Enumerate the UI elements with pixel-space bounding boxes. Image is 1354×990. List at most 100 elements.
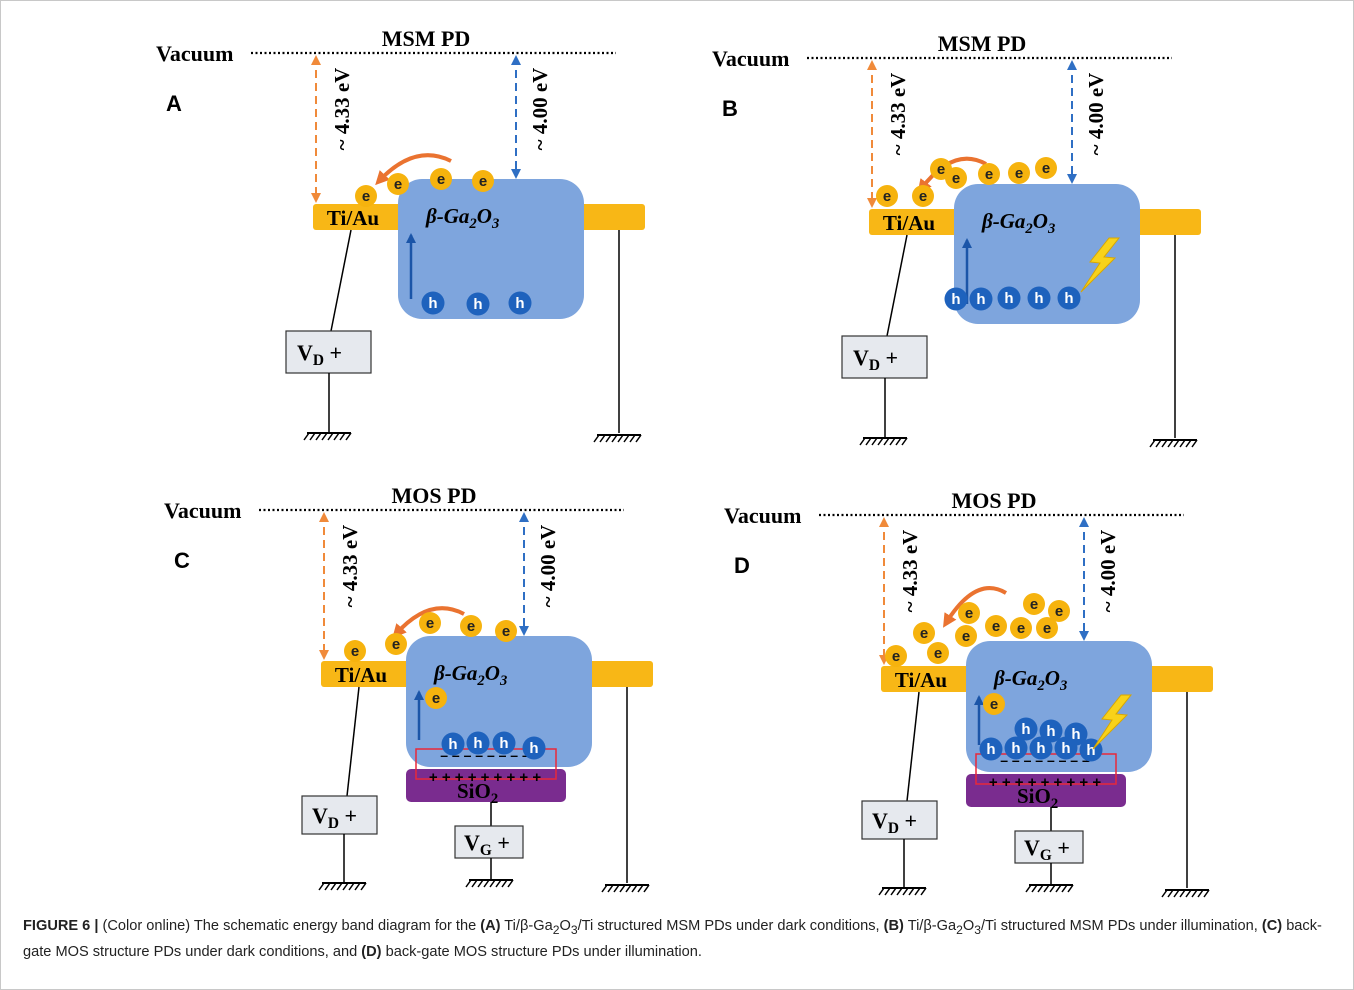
vacuum-label: Vacuum bbox=[164, 498, 241, 523]
electron-label: e bbox=[502, 623, 510, 640]
ground-hatch bbox=[304, 433, 309, 440]
hole-label: h bbox=[1061, 740, 1070, 757]
energy-label: ~ 4.00 eV bbox=[1096, 530, 1120, 613]
electron-label: e bbox=[992, 618, 1000, 635]
hole-label: h bbox=[529, 740, 538, 757]
text-part: β-Ga bbox=[425, 204, 469, 228]
ground-hatch bbox=[322, 433, 327, 440]
caption-text: Ti/β-Ga bbox=[501, 918, 553, 934]
ground-hatch bbox=[878, 438, 883, 445]
panel-title: MSM PD bbox=[382, 26, 471, 51]
subscript: 3 bbox=[491, 216, 499, 232]
ground-hatch bbox=[1150, 440, 1155, 447]
text-part: + bbox=[1052, 835, 1070, 860]
subscript: D bbox=[313, 352, 324, 369]
electron-label: e bbox=[985, 166, 993, 183]
ground-hatch bbox=[1192, 440, 1197, 447]
electron-label: e bbox=[467, 618, 475, 635]
ground-hatch bbox=[1180, 890, 1185, 897]
text-part: O bbox=[485, 661, 500, 685]
ground-hatch bbox=[632, 885, 637, 892]
ground-hatch bbox=[903, 888, 908, 895]
ground-hatch bbox=[915, 888, 920, 895]
caption-text: 3 bbox=[571, 923, 578, 937]
panel-letter: A bbox=[166, 91, 182, 116]
text-part: β-Ga bbox=[993, 666, 1037, 690]
ground-hatch bbox=[1204, 890, 1209, 897]
subscript: 3 bbox=[499, 673, 507, 689]
ground-hatch bbox=[466, 880, 471, 887]
ground-hatch bbox=[638, 885, 643, 892]
ground-hatch bbox=[626, 885, 631, 892]
ground-hatch bbox=[909, 888, 914, 895]
hole-label: h bbox=[1011, 740, 1020, 757]
hole-label: h bbox=[428, 295, 437, 312]
wire bbox=[907, 692, 919, 801]
ground-hatch bbox=[1168, 890, 1173, 897]
text-part: V bbox=[312, 803, 328, 828]
panel-letter: C bbox=[174, 548, 190, 573]
caption-text: /Ti structured MSM PDs under dark condit… bbox=[578, 918, 884, 934]
wire bbox=[887, 235, 907, 336]
ground-hatch bbox=[897, 888, 902, 895]
text-part: V bbox=[872, 808, 888, 833]
ground-hatch bbox=[355, 883, 360, 890]
caption-text: O bbox=[963, 918, 974, 934]
subscript: D bbox=[888, 820, 899, 837]
subscript: 2 bbox=[476, 673, 484, 689]
ground-hatch bbox=[1068, 885, 1073, 892]
ground-hatch bbox=[885, 888, 890, 895]
hole-label: h bbox=[976, 291, 985, 308]
caption-text: (Color online) The schematic energy band… bbox=[98, 918, 480, 934]
hole-label: h bbox=[1034, 290, 1043, 307]
energy-label: ~ 4.33 eV bbox=[886, 73, 910, 156]
ground-hatch bbox=[496, 880, 501, 887]
panel-letter: D bbox=[734, 553, 750, 578]
text-part: + bbox=[324, 340, 342, 365]
subscript: 3 bbox=[1047, 221, 1055, 237]
electron-label: e bbox=[426, 615, 434, 632]
caption: FIGURE 6 | (Color online) The schematic … bbox=[23, 915, 1323, 963]
hole-label: h bbox=[448, 736, 457, 753]
ground-hatch bbox=[1062, 885, 1067, 892]
ground-hatch bbox=[472, 880, 477, 887]
caption-text: back-gate MOS structure PDs under illumi… bbox=[382, 944, 702, 960]
energy-label: ~ 4.00 eV bbox=[1084, 73, 1108, 156]
ground-hatch bbox=[600, 435, 605, 442]
ground-hatch bbox=[325, 883, 330, 890]
positive-charges: + + + + + + + + + bbox=[989, 774, 1101, 791]
wire bbox=[331, 230, 351, 331]
electron-label: e bbox=[479, 173, 487, 190]
ground-hatch bbox=[1032, 885, 1037, 892]
ground-hatch bbox=[1162, 890, 1167, 897]
ground-hatch bbox=[896, 438, 901, 445]
text-part: O bbox=[477, 204, 492, 228]
hole-label: h bbox=[1036, 740, 1045, 757]
subscript: 2 bbox=[1036, 678, 1044, 694]
text-part: + bbox=[339, 803, 357, 828]
electron-label: e bbox=[1015, 165, 1023, 182]
subscript: G bbox=[1040, 847, 1052, 864]
hole-label: h bbox=[1046, 723, 1055, 740]
panel: VacuumMOS PDD~ 4.33 eV~ 4.00 eVTi/Auβ-Ga… bbox=[724, 488, 1213, 897]
electron-label: e bbox=[351, 643, 359, 660]
ground-hatch bbox=[866, 438, 871, 445]
electron-label: e bbox=[432, 690, 440, 707]
ground-hatch bbox=[644, 885, 649, 892]
panel-title: MOS PD bbox=[952, 488, 1037, 513]
energy-label: ~ 4.33 eV bbox=[338, 525, 362, 608]
panel-title: MOS PD bbox=[392, 483, 477, 508]
caption-text: (B) bbox=[884, 918, 904, 934]
ground-hatch bbox=[1180, 440, 1185, 447]
text-part: V bbox=[464, 830, 480, 855]
ground-hatch bbox=[1198, 890, 1203, 897]
ground-hatch bbox=[331, 883, 336, 890]
ground-hatch bbox=[1156, 440, 1161, 447]
ground-hatch bbox=[1050, 885, 1055, 892]
panel-letter: B bbox=[722, 96, 738, 121]
text-part: V bbox=[297, 340, 313, 365]
ground-hatch bbox=[346, 433, 351, 440]
ground-hatch bbox=[1174, 890, 1179, 897]
hole-label: h bbox=[986, 741, 995, 758]
energy-label: ~ 4.33 eV bbox=[330, 68, 354, 151]
